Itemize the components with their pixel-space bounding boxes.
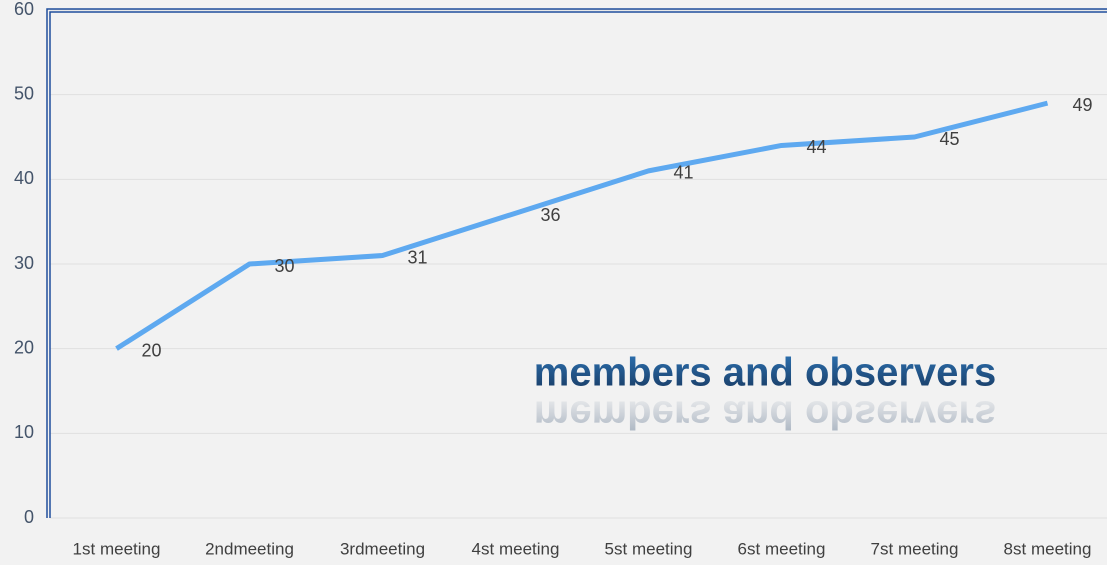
y-tick-label: 60 [14, 0, 34, 19]
data-label: 41 [674, 163, 694, 183]
chart-title: members and observers [534, 351, 996, 395]
series-line [115, 100, 1049, 351]
y-tick-label: 40 [14, 168, 34, 188]
plot-border [46, 8, 1107, 518]
data-label: 31 [408, 247, 428, 267]
y-tick-label: 30 [14, 253, 34, 273]
data-label: 20 [142, 340, 162, 360]
data-label: 49 [1073, 95, 1093, 115]
chart-title-reflection: members and observers [534, 392, 996, 436]
x-tick-label: 5st meeting [605, 539, 693, 558]
x-tick-label: 1st meeting [73, 539, 161, 558]
plot-area [50, 9, 1107, 519]
y-tick-label: 50 [14, 83, 34, 103]
x-tick-label: 2ndmeeting [205, 539, 294, 558]
data-label: 45 [940, 129, 960, 149]
data-label: 36 [541, 205, 561, 225]
x-tick-label: 8st meeting [1004, 539, 1092, 558]
y-tick-label: 10 [14, 422, 34, 442]
x-tick-label: 6st meeting [738, 539, 826, 558]
x-tick-label: 3rdmeeting [340, 539, 425, 558]
y-tick-label: 0 [24, 507, 34, 527]
x-tick-label: 4st meeting [472, 539, 560, 558]
x-tick-label: 7st meeting [871, 539, 959, 558]
data-label: 30 [275, 256, 295, 276]
y-tick-label: 20 [14, 337, 34, 357]
data-label: 44 [807, 137, 827, 157]
